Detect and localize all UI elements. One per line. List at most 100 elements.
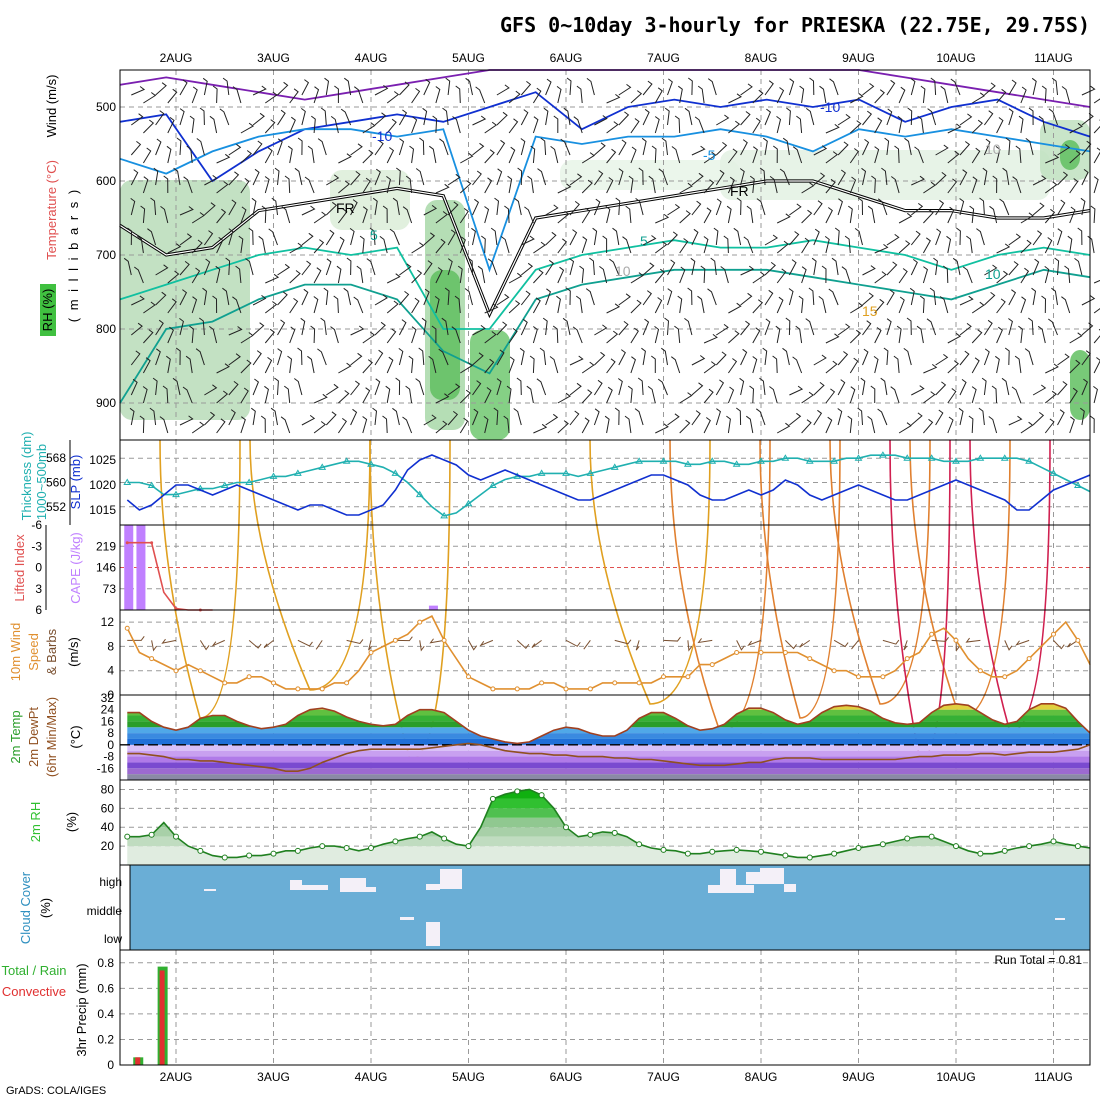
wind-barb [545,288,551,306]
isotherm--5 [119,128,1091,273]
contour-label: 10 [985,141,1001,157]
wind-barb [167,270,180,284]
wind-barb [996,270,1009,284]
wind-speed-point [977,668,983,674]
wind-barb [886,79,896,96]
wind-barb [1090,205,1096,224]
thickness-point [927,454,936,461]
wind-barb [264,301,278,314]
wind-barb [429,638,445,644]
wind-barb [545,413,559,426]
pressure-tick: 900 [96,396,116,410]
wind-barb [313,267,322,284]
temp-line [127,702,1091,745]
wind-barb [216,363,230,374]
wind-barb [1031,287,1037,306]
wind-barb [759,167,766,186]
wind-barb [789,231,800,246]
temp-tick: 24 [101,703,115,717]
wind-barb [382,205,388,224]
wind-barb [903,640,908,651]
rh-point [563,824,569,831]
contour-label: FR [730,183,749,199]
wind-barb [284,385,291,404]
wind-barb [825,151,839,164]
wind-barb [472,352,484,366]
wind-barb [630,299,642,314]
wind-barb [533,241,546,254]
wind-barb [172,377,181,396]
wind-barb [752,146,758,164]
wind-barb [362,387,371,404]
wind-barb [862,265,876,276]
wind-barb [284,175,291,194]
wind-barb [320,317,327,336]
thickness-point [488,481,497,489]
wind-barb [618,321,629,336]
cape-tick: 146 [96,561,116,575]
wind-barb [471,227,476,246]
wind-barb [667,231,678,246]
wind-barb [837,198,843,216]
wind-barb [630,272,644,284]
wind-speed-point [124,625,130,631]
wind-barb [516,377,522,396]
wind-barb [447,411,459,426]
wind-barb [860,377,866,396]
wind-barb [155,319,164,336]
wind-barb [569,173,583,186]
rh-point [831,850,838,857]
wind-barb [301,79,310,96]
wind-barb [374,321,386,336]
wind-barb [569,258,575,276]
wind-barb [1018,325,1023,344]
wind-barb [739,168,745,186]
rh-point [1001,847,1008,854]
wind-barb [674,115,681,134]
wind-barb [481,235,486,254]
axis-label-temp: 2m Temp [8,710,23,763]
wind-speed-point [417,619,423,625]
wind-barb [898,268,908,284]
wind-barb [252,85,267,96]
temp-band [127,768,1090,775]
wind-barb [877,198,888,216]
wind-barb [959,141,971,156]
wind-barb [618,293,631,306]
wind-barb [654,326,660,344]
wind-barb [824,236,830,254]
wind-barb [240,178,250,194]
rh-point [514,788,521,795]
thickness-point [805,457,814,464]
axis-label-wind: Wind (m/s) [44,75,59,138]
wind-barb [343,287,352,306]
wind-barb [423,78,431,96]
wind-barb [641,347,646,366]
wind-barb [914,146,924,164]
wind-barb [870,385,876,404]
wind-barb [245,258,254,276]
wind-barb [483,416,489,434]
wind-barb [857,407,863,426]
wind-barb [533,423,548,434]
wind-barb [1061,296,1071,314]
wind-barb [434,296,440,314]
wind-barb [362,206,368,224]
wind-barb [374,349,384,366]
thickness-point [147,481,156,489]
axis-label-rh-units: (%) [64,812,79,832]
cloud-background [130,865,1090,950]
wind-barb [152,377,158,396]
wind-barb [883,347,889,366]
wind-barb [896,325,902,344]
wind-barb [801,182,815,194]
wind-barb [1018,115,1024,134]
wind-barb [1044,237,1053,254]
wind-barb [606,358,616,374]
wind-barb [801,266,807,284]
wind-barb [811,257,817,276]
wind-barb [581,361,595,374]
wind-barb [638,167,644,186]
wind-barb [579,265,585,284]
wind-barb [837,141,849,156]
